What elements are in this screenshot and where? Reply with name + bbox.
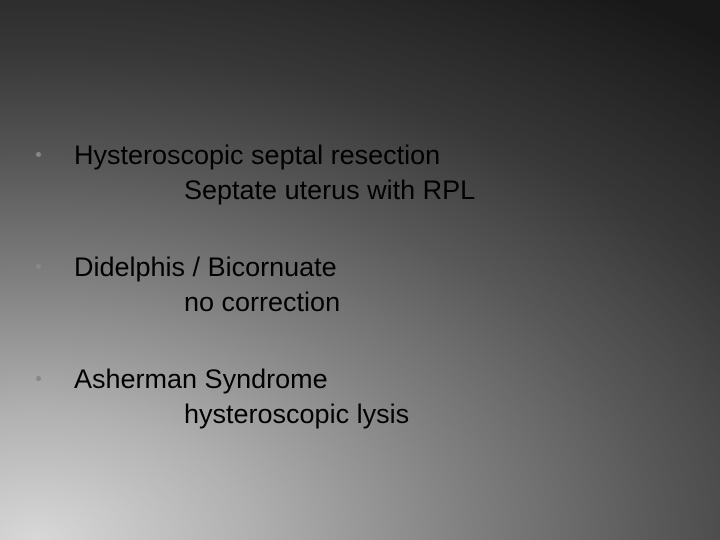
- item-line2: Septate uterus with RPL: [184, 173, 660, 208]
- slide-body: Hysteroscopic septal resection Septate u…: [36, 138, 660, 475]
- bullet-icon: [36, 376, 41, 381]
- bullet-icon: [36, 264, 41, 269]
- item-line1: Asherman Syndrome: [74, 362, 660, 397]
- item-line2: hysteroscopic lysis: [184, 397, 660, 432]
- item-line1: Hysteroscopic septal resection: [74, 138, 660, 173]
- bullet-item: Hysteroscopic septal resection Septate u…: [36, 138, 660, 208]
- slide: Hysteroscopic septal resection Septate u…: [0, 0, 720, 540]
- item-line1: Didelphis / Bicornuate: [74, 250, 660, 285]
- item-line2: no correction: [184, 285, 660, 320]
- bullet-icon: [36, 152, 41, 157]
- bullet-item: Didelphis / Bicornuate no correction: [36, 250, 660, 320]
- bullet-item: Asherman Syndrome hysteroscopic lysis: [36, 362, 660, 432]
